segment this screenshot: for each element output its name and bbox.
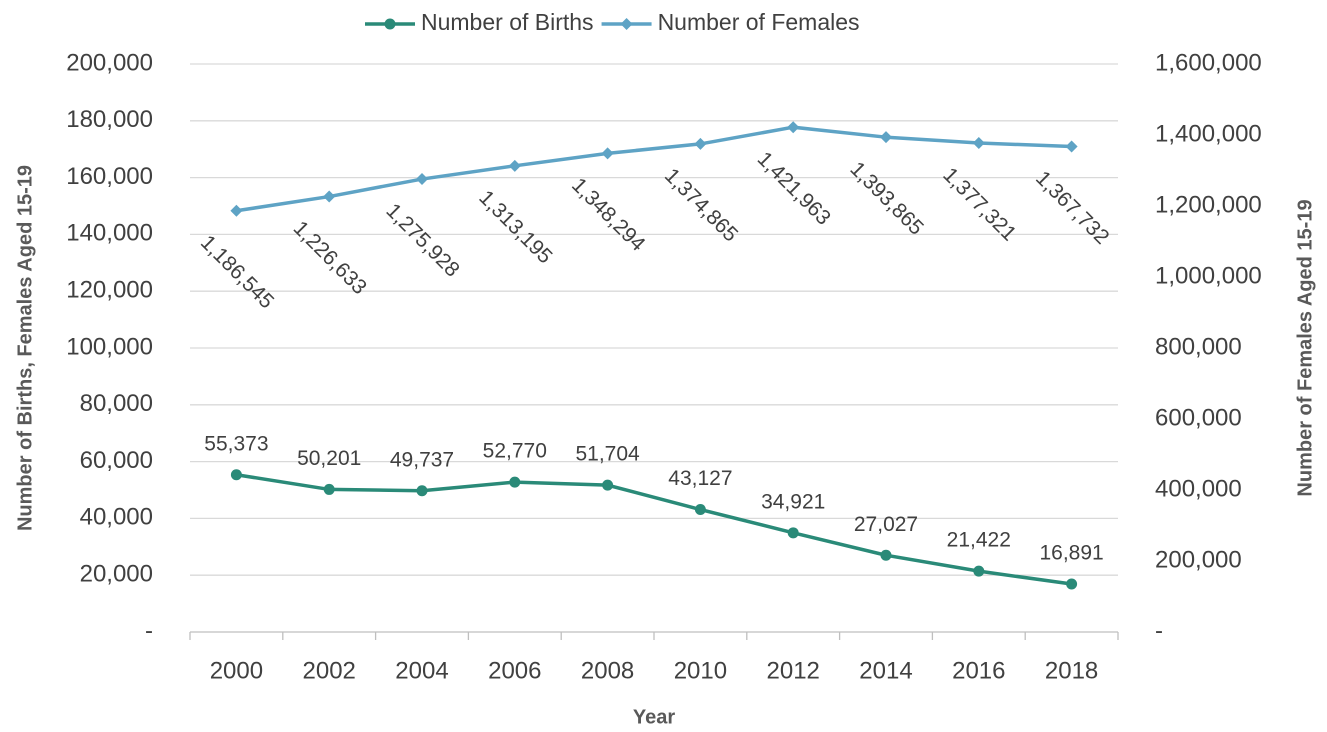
legend-label: Number of Females	[658, 9, 860, 35]
point	[416, 173, 428, 186]
series-line	[236, 473, 1072, 586]
point	[230, 204, 243, 217]
point	[972, 137, 985, 150]
point	[787, 121, 800, 134]
y2-tick-label: 1,600,000	[1155, 49, 1262, 76]
y-tick-label: 180,000	[66, 106, 153, 133]
x-tick-label: 2004	[395, 657, 448, 684]
data-label: 1,348,294	[567, 174, 650, 257]
data-label: 1,393,865	[846, 157, 928, 239]
y2-tick-label: 1,000,000	[1155, 262, 1262, 289]
point	[323, 483, 335, 495]
y2-tick-label: 400,000	[1155, 475, 1242, 502]
y-tick-label: 200,000	[66, 49, 153, 76]
data-label: 1,226,633	[289, 217, 371, 299]
x-tick-label: 2014	[859, 657, 912, 684]
y-tick-label: 80,000	[80, 390, 153, 417]
data-label: 50,201	[297, 447, 361, 470]
y2-tick-label: 200,000	[1155, 546, 1242, 573]
data-label: 1,313,195	[474, 186, 556, 268]
point	[787, 527, 799, 539]
point	[509, 476, 521, 488]
y-tick-label: -	[145, 617, 153, 644]
point	[880, 131, 892, 144]
point	[694, 504, 706, 516]
y-axis-title: Number of Births, Females Aged 15-19	[14, 165, 36, 531]
y2-tick-label: 600,000	[1155, 404, 1242, 431]
data-label: 21,422	[947, 529, 1011, 552]
point	[973, 565, 985, 577]
x-tick-label: 2016	[952, 657, 1005, 684]
y-tick-label: 120,000	[66, 277, 153, 304]
y2-tick-label: 800,000	[1155, 333, 1242, 360]
y-tick-label: 40,000	[80, 504, 153, 531]
data-label: 34,921	[761, 490, 825, 513]
y-tick-label: 20,000	[80, 561, 153, 588]
data-label: 1,421,963	[753, 147, 835, 229]
data-label: 1,367,732	[1031, 167, 1113, 249]
point	[880, 549, 892, 561]
series-line	[236, 125, 1072, 213]
y2-tick-label: 1,200,000	[1155, 191, 1262, 218]
y-tick-label: 100,000	[66, 333, 153, 360]
x-tick-label: 2018	[1045, 657, 1098, 684]
point	[620, 18, 633, 30]
y2-tick-label: 1,400,000	[1155, 120, 1262, 147]
data-label: 43,127	[668, 467, 732, 490]
data-label: 16,891	[1039, 542, 1103, 565]
data-label: 52,770	[483, 440, 547, 463]
x-tick-label: 2006	[488, 657, 541, 684]
x-tick-label: 2008	[581, 657, 634, 684]
data-label: 55,373	[204, 432, 268, 455]
data-label: 49,737	[390, 448, 454, 471]
x-axis-title: Year	[633, 706, 675, 728]
point	[1065, 140, 1078, 153]
y-tick-label: 140,000	[66, 220, 153, 247]
point	[416, 485, 428, 497]
point	[230, 469, 242, 481]
x-tick-label: 2002	[303, 657, 356, 684]
point	[602, 479, 614, 491]
data-label: 27,027	[854, 513, 918, 536]
point	[694, 137, 707, 150]
x-tick-label: 2000	[210, 657, 263, 684]
point	[323, 190, 336, 203]
point	[508, 159, 521, 172]
legend-label: Number of Births	[421, 9, 594, 35]
y-tick-label: 60,000	[80, 447, 153, 474]
x-tick-label: 2010	[674, 657, 727, 684]
y-tick-label: 160,000	[66, 163, 153, 190]
data-label: 51,704	[575, 443, 640, 466]
y2-tick-label: -	[1155, 617, 1163, 644]
data-label: 1,186,545	[196, 231, 278, 313]
data-label: 1,275,928	[382, 199, 464, 281]
x-tick-label: 2012	[767, 657, 820, 684]
y2-axis-title: Number of Females Aged 15-19	[1294, 199, 1316, 496]
point	[1066, 578, 1078, 590]
data-label: 1,377,321	[938, 163, 1020, 245]
point	[601, 147, 614, 160]
point	[384, 18, 396, 30]
